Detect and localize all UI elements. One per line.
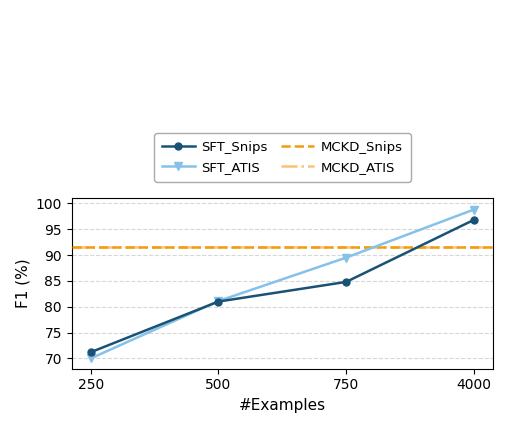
MCKD_Snips [215, 245, 221, 250]
SFT_Snips [88, 350, 94, 355]
Y-axis label: F1 (%): F1 (%) [15, 259, 30, 308]
MCKD_ATIS [88, 245, 94, 250]
SFT_Snips [471, 217, 477, 223]
SFT_Snips [343, 279, 349, 285]
SFT_ATIS [88, 356, 94, 361]
SFT_ATIS [215, 298, 221, 303]
Line: SFT_ATIS: SFT_ATIS [87, 205, 478, 363]
MCKD_ATIS [215, 245, 221, 250]
MCKD_Snips [88, 245, 94, 250]
Line: SFT_Snips: SFT_Snips [87, 217, 478, 356]
X-axis label: #Examples: #Examples [239, 398, 326, 413]
Legend: SFT_Snips, SFT_ATIS, MCKD_Snips, MCKD_ATIS: SFT_Snips, SFT_ATIS, MCKD_Snips, MCKD_AT… [154, 133, 410, 181]
SFT_Snips [215, 299, 221, 304]
SFT_ATIS [343, 255, 349, 260]
SFT_ATIS [471, 207, 477, 212]
